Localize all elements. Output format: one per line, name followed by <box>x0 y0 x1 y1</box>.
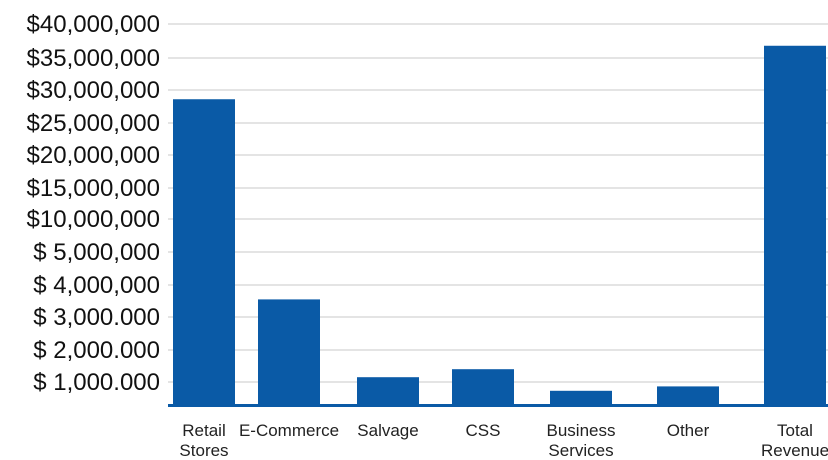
x-axis: Retail Stores E-Commerce Salvage CSS Business… <box>179 421 828 460</box>
x-tick-label-line: Revenue <box>761 441 828 460</box>
bar-e-commerce <box>258 299 320 406</box>
y-tick-label: $ 1,000.000 <box>33 369 160 396</box>
y-tick-label: $10,000,000 <box>27 206 160 233</box>
y-tick-label: $35,000,000 <box>27 45 160 72</box>
y-tick-label: $ 5,000,000 <box>33 239 160 266</box>
bars <box>168 45 828 407</box>
y-axis: $ 1,000.000 $ 2,000.000 $ 3,000.000 $ 4,000… <box>27 11 160 396</box>
y-tick-label: $20,000,000 <box>27 142 160 169</box>
y-tick-label: $ 3,000.000 <box>33 304 160 331</box>
y-tick-label: $25,000,000 <box>27 110 160 137</box>
bar-salvage <box>357 377 419 406</box>
x-tick-label: Retail Stores <box>179 421 228 460</box>
y-tick-label: $15,000,000 <box>27 175 160 202</box>
bar-retail-stores <box>173 99 235 407</box>
bar-css <box>452 369 514 406</box>
x-tick-label: E-Commerce <box>239 421 339 440</box>
x-tick-label-line: Stores <box>179 441 228 460</box>
x-tick-label-line: E-Commerce <box>239 421 339 440</box>
y-tick-label: $40,000,000 <box>27 11 160 38</box>
x-tick-label-line: CSS <box>466 421 501 440</box>
x-tick-label-line: Total <box>777 421 813 440</box>
x-tick-label: Salvage <box>357 421 418 440</box>
bar-other <box>657 386 719 406</box>
bar-business-services <box>550 390 612 406</box>
bar-total-revenue <box>764 45 826 406</box>
y-tick-label: $ 4,000,000 <box>33 272 160 299</box>
x-tick-label: Business Services <box>547 421 616 460</box>
x-tick-label-line: Retail <box>182 421 225 440</box>
x-tick-label: Total Revenue <box>761 421 828 460</box>
x-tick-label-line: Business <box>547 421 616 440</box>
y-tick-label: $ 2,000.000 <box>33 337 160 364</box>
x-tick-label-line: Services <box>548 441 613 460</box>
x-tick-label-line: Other <box>667 421 710 440</box>
y-tick-label: $30,000,000 <box>27 77 160 104</box>
x-tick-label-line: Salvage <box>357 421 418 440</box>
x-tick-label: CSS <box>466 421 501 440</box>
x-tick-label: Other <box>667 421 710 440</box>
